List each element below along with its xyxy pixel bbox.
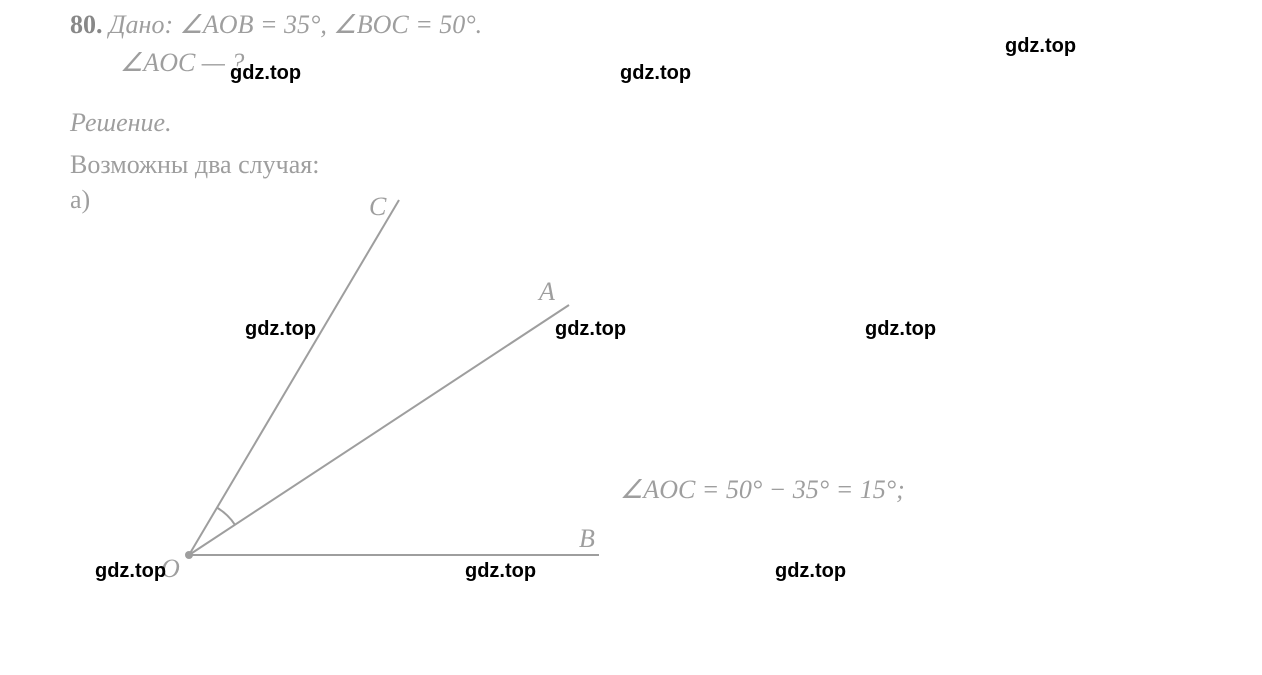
- line-oa: [189, 305, 569, 555]
- solution-label: Решение.: [70, 108, 1192, 138]
- label-a: A: [537, 277, 555, 306]
- geometry-diagram: O A B C: [99, 185, 649, 585]
- label-o: O: [161, 554, 180, 583]
- label-b: B: [579, 524, 595, 553]
- label-c: C: [369, 192, 387, 221]
- problem-question-line: ∠AOC — ?: [70, 48, 1192, 78]
- problem-given-line: 80. Дано: ∠AOB = 35°, ∠BOC = 50°.: [70, 10, 1192, 40]
- question-text: ∠AOC — ?: [120, 48, 244, 77]
- diagram-svg: O A B C: [99, 185, 649, 585]
- line-oc: [189, 200, 399, 555]
- cases-intro: Возможны два случая:: [70, 150, 1192, 180]
- problem-number: 80.: [70, 10, 103, 39]
- angle-aob: ∠AOB = 35°,: [180, 10, 327, 39]
- angle-boc: ∠BOC = 50°.: [333, 10, 482, 39]
- case-a-label: а): [70, 185, 90, 215]
- case-a-equation: ∠AOC = 50° − 35° = 15°;: [620, 475, 905, 505]
- case-a-row: а) O A B C: [70, 185, 1192, 590]
- given-label: Дано:: [109, 10, 173, 39]
- angle-arc-aoc: [217, 508, 235, 525]
- point-o: [185, 551, 193, 559]
